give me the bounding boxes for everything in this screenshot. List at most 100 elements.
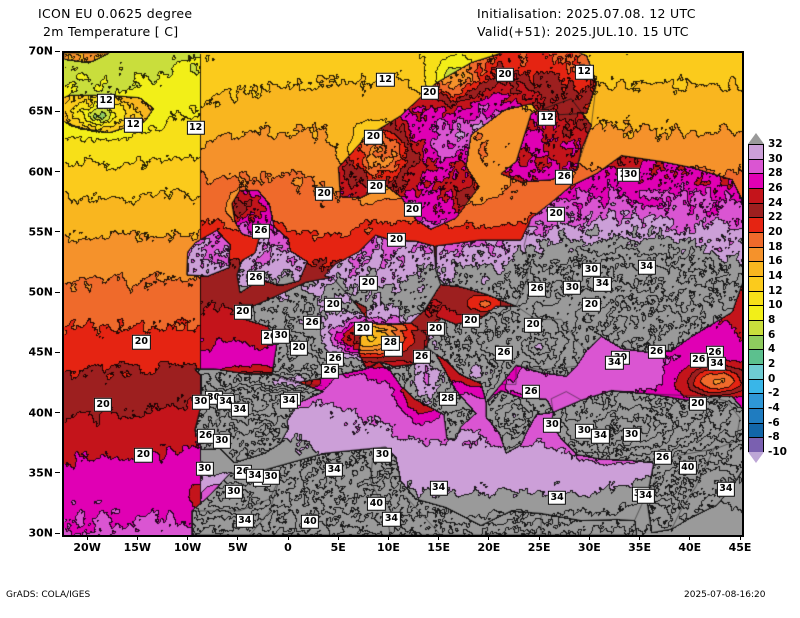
colorbar-tick-12: 12	[768, 284, 783, 297]
x-tick	[639, 535, 641, 540]
contour-label-30: 30	[621, 167, 640, 182]
colorbar-band-20-22	[748, 217, 764, 232]
contour-label-34: 34	[235, 513, 254, 528]
y-axis-label-55N: 55N	[28, 225, 53, 239]
y-tick	[55, 351, 60, 353]
colorbar-tick-24: 24	[768, 196, 783, 209]
contour-label-30: 30	[224, 484, 243, 499]
x-axis-label-5W: 5W	[227, 541, 248, 554]
x-tick	[136, 535, 138, 540]
colorbar-tick--6: -6	[768, 416, 780, 429]
contour-label-20: 20	[495, 67, 515, 82]
colorbar-band-10-12	[748, 290, 764, 306]
contour-label-20: 20	[387, 232, 406, 248]
colorbar-band-18-20	[748, 232, 764, 247]
colorbar-tick-28: 28	[768, 167, 783, 180]
x-tick	[538, 535, 540, 540]
x-axis-label-40E: 40E	[678, 541, 702, 554]
x-axis-label-25E: 25E	[527, 541, 551, 554]
temperature-field-canvas	[64, 53, 742, 535]
x-axis-label-10W: 10W	[173, 541, 202, 554]
contour-label-30: 30	[261, 469, 281, 485]
y-axis-label-40N: 40N	[28, 406, 53, 419]
x-axis-label-20W: 20W	[73, 541, 101, 554]
colorbar-band-6-8	[748, 320, 764, 335]
colorbar-band-26-28	[748, 173, 764, 188]
colorbar-tick--10: -10	[768, 446, 787, 458]
colorbar-band--10--8	[748, 437, 764, 452]
contour-label-34: 34	[245, 468, 264, 484]
colorbar-band-28-30	[748, 158, 764, 174]
colorbar-tick-32: 32	[768, 138, 783, 150]
contour-label-26: 26	[647, 344, 666, 360]
contour-label-26: 26	[251, 224, 270, 239]
contour-label-20: 20	[289, 340, 309, 356]
contour-label-30: 30	[543, 418, 562, 433]
y-axis-label-35N: 35N	[28, 466, 53, 480]
x-axis-label-20E: 20E	[477, 541, 501, 554]
colorbar-band-12-14	[748, 276, 764, 291]
colorbar-band-30-32	[748, 144, 764, 159]
colorbar-tick-18: 18	[768, 240, 783, 253]
colorbar-band-4-6	[748, 334, 764, 350]
x-axis-label-0: 0	[284, 541, 292, 554]
contour-label-34: 34	[593, 277, 612, 292]
x-tick	[689, 535, 691, 540]
x-axis-label-15W: 15W	[123, 541, 152, 554]
contour-label-30: 30	[271, 328, 291, 344]
y-axis-label-45N: 45N	[28, 345, 53, 359]
x-axis-label-10E: 10E	[377, 541, 400, 554]
contour-label-34: 34	[429, 480, 448, 496]
colorbar-band--6--4	[748, 408, 764, 423]
x-axis-label-15E: 15E	[427, 541, 451, 554]
contour-label-20: 20	[403, 202, 422, 217]
contour-label-40: 40	[300, 514, 320, 529]
y-tick	[55, 291, 60, 293]
colorbar-tick--4: -4	[768, 402, 780, 414]
contour-label-20: 20	[359, 275, 378, 291]
temperature-map: 12 12 12 12 12 12 20 20 20 20 20 20 20 20 20 20 20 20 20 20…	[62, 51, 744, 537]
contour-label-20: 20	[233, 304, 252, 320]
contour-label-30: 30	[563, 280, 582, 296]
contour-label-26: 26	[321, 363, 340, 379]
x-tick	[337, 535, 339, 540]
x-tick	[438, 535, 440, 540]
colorbar-tick-16: 16	[768, 255, 783, 268]
contour-label-26: 26	[412, 349, 431, 364]
contour-label-20: 20	[132, 334, 151, 350]
generated-stamp: 2025-07-08-16:20	[684, 590, 766, 600]
contour-label-12: 12	[97, 93, 116, 109]
initialisation-text: Initialisation: 2025.07.08. 12 UTC	[477, 6, 696, 21]
y-axis-label-60N: 60N	[28, 165, 53, 178]
colorbar-tick-2: 2	[768, 358, 776, 370]
contour-label-34: 34	[636, 489, 655, 504]
colorbar-tick-10: 10	[768, 299, 783, 312]
colorbar-band-24-26	[748, 188, 764, 203]
grads-credit: GrADS: COLA/IGES	[6, 590, 91, 600]
colorbar-tick--2: -2	[768, 387, 780, 400]
colorbar-band-22-24	[748, 202, 764, 218]
contour-label-26: 26	[521, 384, 541, 399]
contour-label-20: 20	[367, 179, 386, 194]
contour-label-12: 12	[538, 110, 557, 126]
colorbar-tick-0: 0	[768, 372, 776, 385]
valid-time-text: Valid(+51): 2025.JUL.10. 15 UTC	[477, 24, 689, 39]
colorbar-tick-30: 30	[768, 152, 783, 165]
contour-label-30: 30	[191, 395, 210, 410]
contour-label-34: 34	[591, 428, 610, 444]
contour-label-34: 34	[216, 395, 235, 410]
y-tick	[55, 171, 60, 172]
x-tick	[588, 535, 590, 540]
contour-label-26: 26	[326, 351, 345, 367]
y-axis-label-70N: 70N	[28, 44, 53, 58]
model-title: ICON EU 0.0625 degree	[38, 6, 193, 21]
contour-label-20: 20	[364, 130, 383, 145]
contour-label-30: 30	[582, 262, 601, 278]
contour-label-26: 26	[555, 169, 574, 185]
contour-label-34: 34	[605, 355, 624, 370]
contour-label-20: 20	[523, 318, 543, 333]
colorbar-band-14-16	[748, 261, 764, 276]
x-tick	[86, 535, 88, 540]
contour-label-26: 26	[689, 353, 708, 368]
contour-label-34: 34	[637, 260, 656, 275]
